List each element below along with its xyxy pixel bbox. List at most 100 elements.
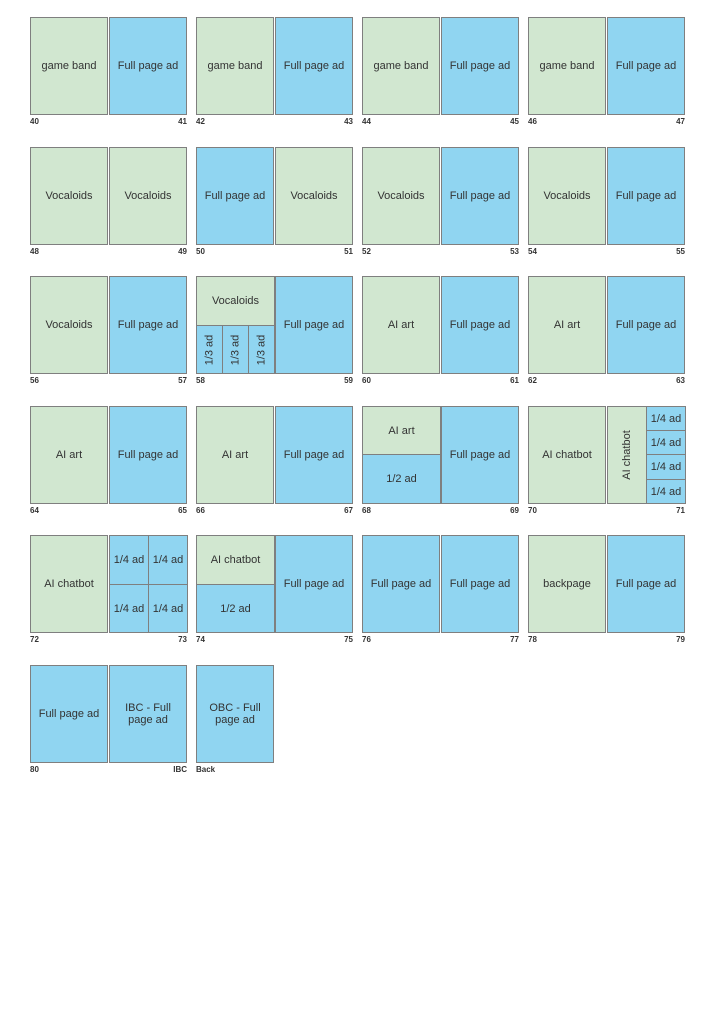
page-80: Full page ad bbox=[30, 665, 108, 763]
page-number: 57 bbox=[178, 376, 187, 385]
ad-label: 1/3 ad bbox=[255, 334, 268, 365]
page-45: Full page ad bbox=[441, 17, 519, 115]
page-number: 50 bbox=[196, 247, 205, 256]
page-72: AI chatbot bbox=[30, 535, 108, 633]
page-49: Vocaloids bbox=[109, 147, 187, 245]
quarter-page-ad: 1/4 ad bbox=[109, 535, 149, 585]
page-57: Full page ad bbox=[109, 276, 187, 374]
spread-66-67: AI art Full page ad 66 67 bbox=[196, 406, 353, 515]
content-block: Vocaloids bbox=[196, 276, 275, 326]
page-number: 51 bbox=[344, 247, 353, 256]
page-label: Full page ad bbox=[275, 276, 353, 374]
page-63: Full page ad bbox=[607, 276, 685, 374]
page-label: Full page ad bbox=[362, 535, 440, 633]
page-label: Full page ad bbox=[109, 17, 187, 115]
page-label: Full page ad bbox=[607, 276, 685, 374]
page-79: Full page ad bbox=[607, 535, 685, 633]
page-number: 60 bbox=[362, 376, 371, 385]
spread-78-79: backpage Full page ad 78 79 bbox=[528, 535, 685, 644]
page-75: Full page ad bbox=[275, 535, 353, 633]
spread-58-59: Vocaloids 1/3 ad 1/3 ad 1/3 ad Full page… bbox=[196, 276, 353, 385]
quarter-page-ad: 1/4 ad bbox=[646, 430, 686, 455]
spread-80-ibc: Full page ad IBC - Full page ad 80 IBC bbox=[30, 665, 187, 774]
page-label: Full page ad bbox=[607, 147, 685, 245]
page-43: Full page ad bbox=[275, 17, 353, 115]
page-label: Full page ad bbox=[441, 147, 519, 245]
page-number: 72 bbox=[30, 635, 39, 644]
page-label: Full page ad bbox=[441, 535, 519, 633]
page-label: Full page ad bbox=[275, 535, 353, 633]
page-number: 40 bbox=[30, 117, 39, 126]
quarter-page-ad: 1/4 ad bbox=[148, 535, 188, 585]
page-76: Full page ad bbox=[362, 535, 440, 633]
page-41: Full page ad bbox=[109, 17, 187, 115]
page-56: Vocaloids bbox=[30, 276, 108, 374]
spread-60-61: AI art Full page ad 60 61 bbox=[362, 276, 519, 385]
quarter-page-ad: 1/4 ad bbox=[148, 584, 188, 633]
page-66: AI art bbox=[196, 406, 274, 504]
spread-back: OBC - Full page ad Back bbox=[196, 665, 353, 774]
page-71: AI chatbot 1/4 ad 1/4 ad 1/4 ad 1/4 ad bbox=[607, 406, 686, 504]
half-page-ad: 1/2 ad bbox=[196, 584, 275, 633]
spread-56-57: Vocaloids Full page ad 56 57 bbox=[30, 276, 187, 385]
page-label: Full page ad bbox=[109, 406, 187, 504]
page-51: Vocaloids bbox=[275, 147, 353, 245]
spread-72-73: AI chatbot 1/4 ad 1/4 ad 1/4 ad 1/4 ad 7… bbox=[30, 535, 188, 644]
page-54: Vocaloids bbox=[528, 147, 606, 245]
page-47: Full page ad bbox=[607, 17, 685, 115]
spread-50-51: Full page ad Vocaloids 50 51 bbox=[196, 147, 353, 256]
page-label: AI chatbot bbox=[528, 406, 606, 504]
spread-54-55: Vocaloids Full page ad 54 55 bbox=[528, 147, 685, 256]
page-number: 52 bbox=[362, 247, 371, 256]
page-number: 76 bbox=[362, 635, 371, 644]
spread-74-75: AI chatbot 1/2 ad Full page ad 74 75 bbox=[196, 535, 353, 644]
quarter-page-ad: 1/4 ad bbox=[109, 584, 149, 633]
page-55: Full page ad bbox=[607, 147, 685, 245]
page-label: game band bbox=[528, 17, 606, 115]
page-label: game band bbox=[196, 17, 274, 115]
page-number: 47 bbox=[676, 117, 685, 126]
page-label: AI art bbox=[196, 406, 274, 504]
page-number: 43 bbox=[344, 117, 353, 126]
spread-76-77: Full page ad Full page ad 76 77 bbox=[362, 535, 519, 644]
page-number: 65 bbox=[178, 506, 187, 515]
spread-46-47: game band Full page ad 46 47 bbox=[528, 17, 685, 126]
content-block: AI chatbot bbox=[607, 406, 647, 504]
page-number: 73 bbox=[178, 635, 187, 644]
page-number: 63 bbox=[676, 376, 685, 385]
page-53: Full page ad bbox=[441, 147, 519, 245]
page-number: 61 bbox=[510, 376, 519, 385]
page-number: IBC bbox=[173, 765, 187, 774]
quarter-page-ad: 1/4 ad bbox=[646, 479, 686, 504]
spread-44-45: game band Full page ad 44 45 bbox=[362, 17, 519, 126]
third-page-ad: 1/3 ad bbox=[248, 325, 275, 374]
page-number: 77 bbox=[510, 635, 519, 644]
page-65: Full page ad bbox=[109, 406, 187, 504]
page-ibc: IBC - Full page ad bbox=[109, 665, 187, 763]
page-number: 75 bbox=[344, 635, 353, 644]
page-number: 62 bbox=[528, 376, 537, 385]
page-label: Full page ad bbox=[30, 665, 108, 763]
page-label: Vocaloids bbox=[30, 147, 108, 245]
spread-70-71: AI chatbot AI chatbot 1/4 ad 1/4 ad 1/4 … bbox=[528, 406, 686, 515]
page-number: 48 bbox=[30, 247, 39, 256]
page-67: Full page ad bbox=[275, 406, 353, 504]
ad-label: 1/3 ad bbox=[229, 334, 242, 365]
third-page-ad: 1/3 ad bbox=[222, 325, 249, 374]
spread-40-41: game band Full page ad 40 41 bbox=[30, 17, 187, 126]
spread-48-49: Vocaloids Vocaloids 48 49 bbox=[30, 147, 187, 256]
content-label: AI chatbot bbox=[621, 430, 634, 480]
page-52: Vocaloids bbox=[362, 147, 440, 245]
page-label: Full page ad bbox=[109, 276, 187, 374]
page-number: 78 bbox=[528, 635, 537, 644]
page-68: AI art 1/2 ad bbox=[362, 406, 441, 504]
page-label: Full page ad bbox=[196, 147, 274, 245]
page-label: AI art bbox=[528, 276, 606, 374]
page-44: game band bbox=[362, 17, 440, 115]
page-69: Full page ad bbox=[441, 406, 519, 504]
page-78: backpage bbox=[528, 535, 606, 633]
page-label: AI chatbot bbox=[30, 535, 108, 633]
page-number: 79 bbox=[676, 635, 685, 644]
page-label: Vocaloids bbox=[275, 147, 353, 245]
